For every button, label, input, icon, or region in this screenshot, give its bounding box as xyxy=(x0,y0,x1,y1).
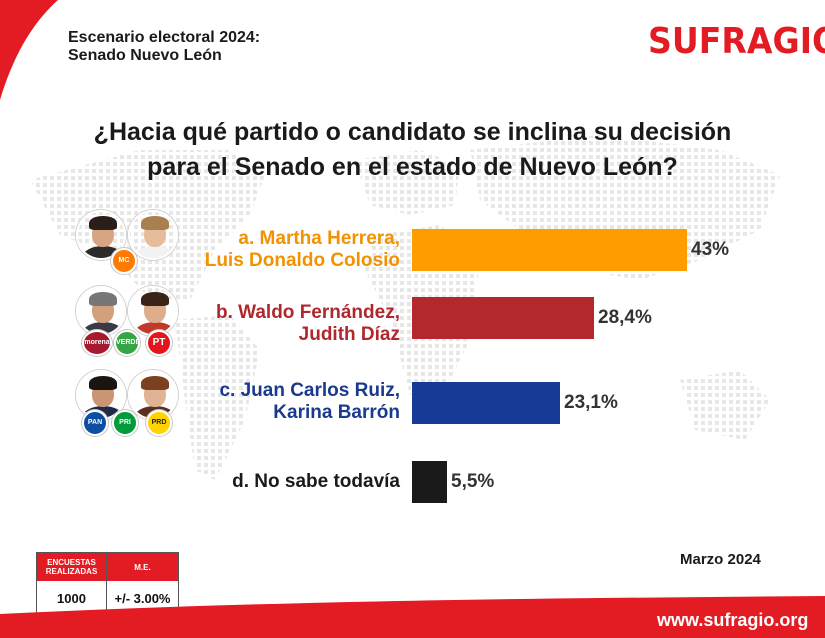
candidate-label-b-line1: b. Waldo Fernández, xyxy=(215,302,400,323)
candidate-photos-c: PAN PRI PRD xyxy=(76,370,186,442)
verde-logo-icon: VERDE xyxy=(114,330,140,356)
website-link[interactable]: www.sufragio.org xyxy=(657,610,809,630)
bar-juan-carlos-ruiz-karina-barron xyxy=(412,382,560,424)
header-title-line1: Escenario electoral 2024: xyxy=(68,29,261,46)
sufragio-logo: SUFRAGIO xyxy=(648,20,825,64)
candidate-photo-colosio xyxy=(76,210,126,260)
footer-band xyxy=(0,596,825,638)
candidate-photo-herrera xyxy=(128,210,178,260)
bar-no-sabe-todavia xyxy=(412,461,447,503)
candidate-label-c-line2: Karina Barrón xyxy=(273,402,400,423)
candidate-photo-fernandez xyxy=(76,286,126,336)
header-title: Escenario electoral 2024: Senado Nuevo L… xyxy=(68,29,260,65)
question-line1: ¿Hacia qué partido o candidato se inclin… xyxy=(93,118,732,146)
surveys-header: ENCUESTAS REALIZADAS xyxy=(37,553,107,581)
bar-value-d: 5,5% xyxy=(451,471,495,492)
surveys-value: 1000 xyxy=(37,581,107,615)
margin-error-header: M.E. xyxy=(134,562,151,572)
question-line2: para el Senado en el estado de Nuevo Leó… xyxy=(147,153,678,181)
bar-martha-herrera-luis-donaldo-colosio xyxy=(412,229,687,271)
margin-error-value: +/- 3.00% xyxy=(114,590,171,606)
bar-value-a: 43% xyxy=(691,239,730,260)
morena-logo-icon: morena xyxy=(82,330,112,356)
header-title-line2: Senado Nuevo León xyxy=(68,47,222,64)
prd-logo-icon: PRD xyxy=(146,410,172,436)
logo-text: SUFRAGIO xyxy=(648,21,825,62)
corner-swoosh-decoration xyxy=(0,0,58,100)
candidate-label-a-line1: a. Martha Herrera, xyxy=(238,228,400,249)
pri-logo-icon: PRI xyxy=(112,410,138,436)
bar-value-c: 23,1% xyxy=(564,392,618,413)
survey-info-header: ENCUESTAS REALIZADAS M.E. xyxy=(37,553,178,581)
bar-value-b: 28,4% xyxy=(598,307,652,328)
pan-logo-icon: PAN xyxy=(82,410,108,436)
candidate-label-c: c. Juan Carlos Ruiz, Karina Barrón xyxy=(219,380,400,424)
candidate-label-a-line2: Luis Donaldo Colosio xyxy=(204,250,400,271)
candidate-label-b: b. Waldo Fernández, Judith Díaz xyxy=(216,302,400,346)
candidate-photo-diaz xyxy=(128,286,178,336)
bar-waldo-fernandez-judith-diaz xyxy=(412,297,594,339)
mc-logo-icon: MC xyxy=(111,248,137,274)
candidate-label-a: a. Martha Herrera, Luis Donaldo Colosio xyxy=(205,228,400,272)
survey-question: ¿Hacia qué partido o candidato se inclin… xyxy=(20,115,805,185)
candidate-label-d: d. No sabe todavía xyxy=(232,471,400,493)
candidate-label-d-line2: d. No sabe todavía xyxy=(232,471,400,492)
candidate-label-b-line2: Judith Díaz xyxy=(298,324,400,345)
candidate-label-c-line1: c. Juan Carlos Ruiz, xyxy=(219,380,400,401)
candidate-photos-b: morena VERDE PT xyxy=(76,286,186,358)
pt-logo-icon: PT xyxy=(146,330,172,356)
candidate-photos-a: MC xyxy=(76,210,186,282)
survey-date: Marzo 2024 xyxy=(680,551,761,568)
